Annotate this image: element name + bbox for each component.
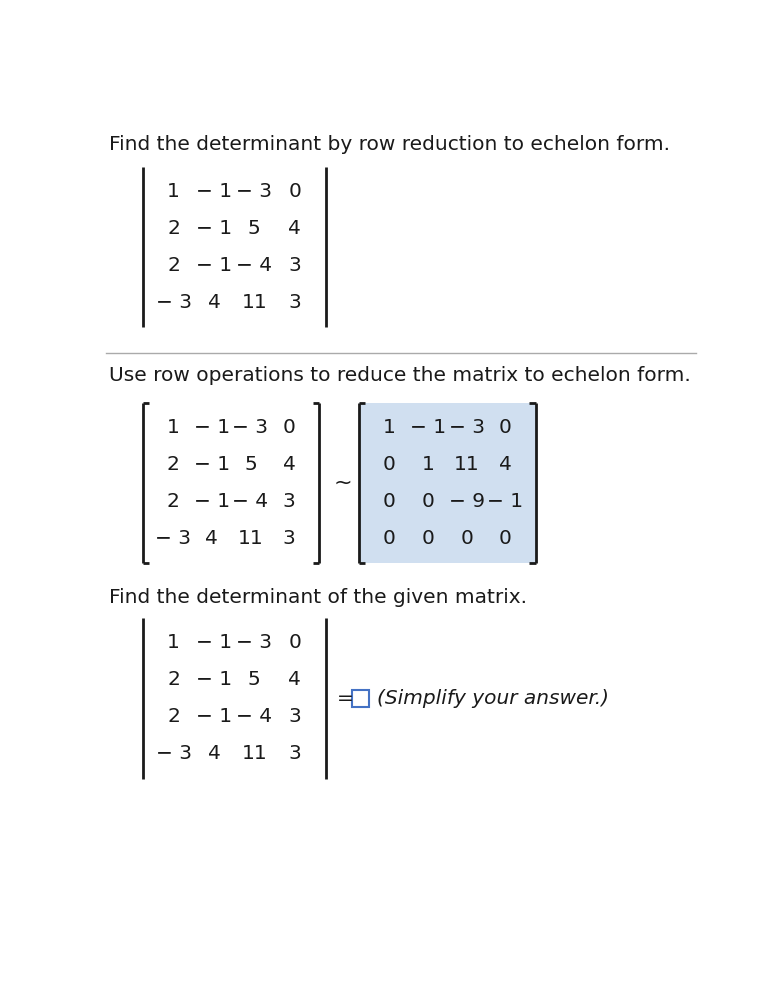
Text: 5: 5 [244,455,256,474]
Text: Find the determinant by row reduction to echelon form.: Find the determinant by row reduction to… [109,135,669,154]
Text: Find the determinant of the given matrix.: Find the determinant of the given matrix… [109,587,526,607]
Text: 3: 3 [283,492,296,511]
Text: 0: 0 [283,418,296,437]
Text: − 3: − 3 [156,744,192,763]
Text: 0: 0 [461,528,473,548]
Text: − 1: − 1 [194,492,230,511]
Text: 0: 0 [382,455,396,474]
Text: − 1: − 1 [196,219,232,239]
Text: − 1: − 1 [410,418,446,437]
Text: − 4: − 4 [236,256,272,275]
Text: − 3: − 3 [155,528,191,548]
Text: Use row operations to reduce the matrix to echelon form.: Use row operations to reduce the matrix … [109,365,691,385]
Text: 0: 0 [499,528,512,548]
Bar [352,690,369,707]
Text: 4: 4 [283,455,296,474]
Text: 1: 1 [167,183,180,201]
Text: 4: 4 [499,455,512,474]
Text: (Simplify your answer.): (Simplify your answer.) [377,689,608,708]
Text: 4: 4 [205,528,218,548]
Text: − 1: − 1 [196,633,232,652]
Text: − 1: − 1 [196,707,232,727]
Text: ~: ~ [333,472,352,493]
Text: 4: 4 [207,294,221,312]
Text: − 1: − 1 [196,256,232,275]
Text: 0: 0 [288,183,301,201]
Text: =: = [336,689,353,708]
Text: 3: 3 [289,294,301,312]
Text: − 4: − 4 [236,707,272,727]
Text: 3: 3 [283,528,296,548]
Text: 5: 5 [248,671,260,689]
Text: 0: 0 [421,528,434,548]
Text: 2: 2 [167,492,179,511]
Text: − 1: − 1 [196,183,232,201]
Text: 2: 2 [167,256,180,275]
Text: − 1: − 1 [196,671,232,689]
Text: 11: 11 [454,455,479,474]
Text: 1: 1 [421,455,434,474]
Text: 0: 0 [382,492,396,511]
Text: − 3: − 3 [156,294,192,312]
Text: − 1: − 1 [194,418,230,437]
Text: 0: 0 [382,528,396,548]
Text: 3: 3 [289,256,301,275]
Text: 11: 11 [242,744,267,763]
Text: − 1: − 1 [194,455,230,474]
Text: 0: 0 [499,418,512,437]
Text: 11: 11 [238,528,264,548]
Text: 11: 11 [242,294,267,312]
Text: − 4: − 4 [232,492,268,511]
Text: 0: 0 [288,633,301,652]
Text: 3: 3 [289,744,301,763]
Text: − 3: − 3 [236,633,272,652]
Text: 4: 4 [288,671,301,689]
Text: 4: 4 [207,744,221,763]
Text: − 9: − 9 [449,492,485,511]
Text: 1: 1 [382,418,396,437]
Text: − 3: − 3 [449,418,485,437]
Bar [359,403,536,563]
Text: 4: 4 [288,219,301,239]
Text: 2: 2 [167,219,180,239]
Text: 5: 5 [248,219,260,239]
Text: 2: 2 [167,455,179,474]
Text: − 3: − 3 [236,183,272,201]
Text: 3: 3 [289,707,301,727]
Text: 2: 2 [167,671,180,689]
Text: 2: 2 [167,707,180,727]
Text: − 1: − 1 [487,492,523,511]
Text: 1: 1 [167,418,179,437]
Text: 0: 0 [421,492,434,511]
Text: 1: 1 [167,633,180,652]
Text: − 3: − 3 [232,418,268,437]
